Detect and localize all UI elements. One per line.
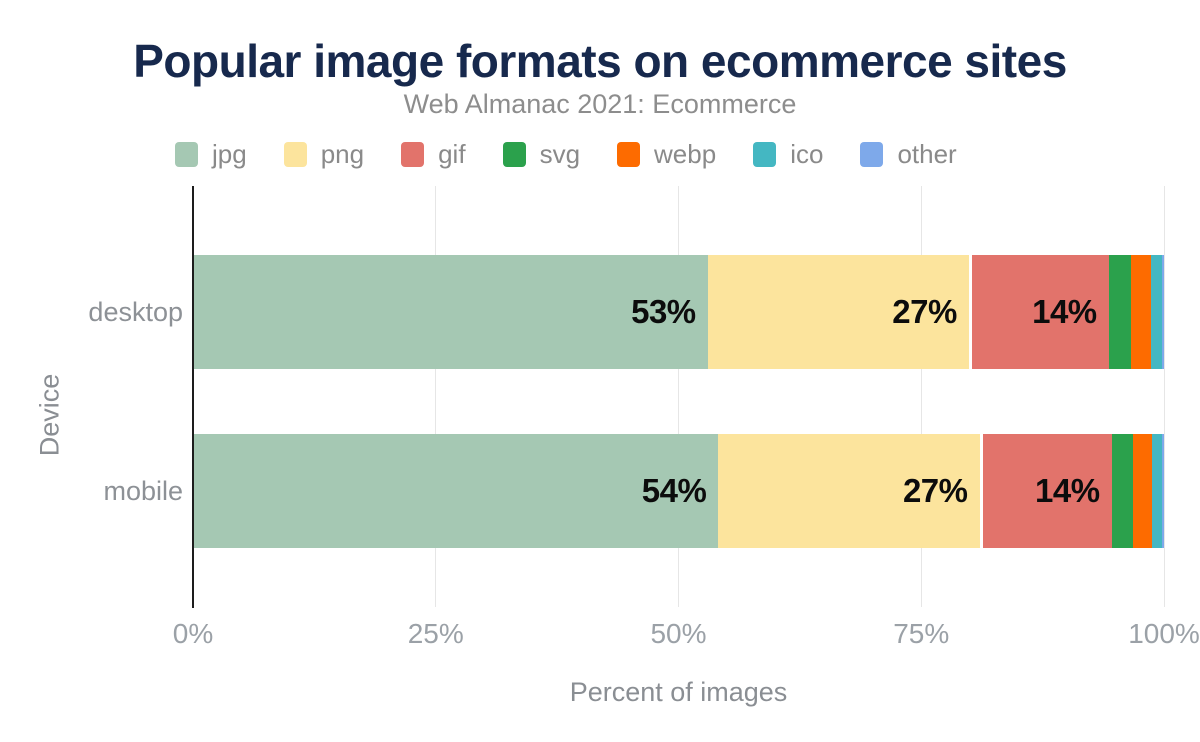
bar-segment-desktop-gif[interactable]: 14% — [968, 255, 1109, 369]
bar-segment-mobile-webp[interactable] — [1132, 434, 1153, 548]
legend-swatch-ico — [753, 142, 777, 167]
legend-swatch-webp — [617, 142, 641, 167]
bar-segment-mobile-gif[interactable]: 14% — [979, 434, 1112, 548]
bar-segment-desktop-png[interactable]: 27% — [707, 255, 969, 369]
legend-item-gif[interactable]: gif — [401, 139, 466, 169]
legend: jpg png gif svg webp ico other — [175, 139, 957, 169]
bar-row-desktop: 53% 27% 14% — [194, 255, 1164, 369]
legend-item-other[interactable]: other — [860, 139, 957, 169]
legend-label-jpg: jpg — [212, 139, 247, 169]
bar-segment-mobile-other[interactable] — [1162, 434, 1164, 548]
legend-label-gif: gif — [438, 139, 466, 169]
bar-value-label-desktop-gif: 14% — [1032, 293, 1097, 330]
category-label-desktop: desktop — [88, 297, 183, 327]
x-axis-title: Percent of images — [569, 677, 788, 707]
bar-segment-mobile-jpg[interactable]: 54% — [194, 434, 719, 548]
bar-segment-mobile-svg[interactable] — [1111, 434, 1133, 548]
bar-segment-mobile-png[interactable]: 27% — [718, 434, 980, 548]
bar-segment-desktop-webp[interactable] — [1130, 255, 1152, 369]
legend-label-ico: ico — [790, 139, 824, 169]
bar-value-label-mobile-png: 27% — [902, 472, 968, 509]
x-tick-label-50%: 50% — [650, 618, 707, 649]
legend-label-webp: webp — [654, 139, 717, 169]
x-tick-label-0%: 0% — [172, 618, 214, 649]
bar-segment-desktop-jpg[interactable]: 53% — [194, 255, 708, 369]
legend-swatch-other — [860, 142, 884, 167]
bar-row-mobile: 54% 27% 14% — [194, 434, 1164, 548]
gridline-50% — [678, 186, 679, 607]
bar-segment-desktop-ico[interactable] — [1151, 255, 1163, 369]
bar-segment-mobile-ico[interactable] — [1152, 434, 1163, 548]
chart-title: Popular image formats on ecommerce sites — [133, 35, 1067, 87]
legend-swatch-png — [283, 142, 307, 167]
bar-value-label-mobile-gif: 14% — [1035, 472, 1100, 509]
bar-value-label-desktop-png: 27% — [892, 293, 957, 330]
gridline-100% — [1163, 186, 1165, 607]
x-tick-label-75%: 75% — [893, 618, 950, 649]
legend-item-svg[interactable]: svg — [502, 139, 581, 169]
bar-value-label-mobile-jpg: 54% — [641, 472, 707, 509]
legend-item-jpg[interactable]: jpg — [175, 139, 247, 169]
legend-swatch-gif — [401, 142, 425, 167]
bar-segment-desktop-other[interactable] — [1162, 255, 1164, 369]
chart-subtitle: Web Almanac 2021: Ecommerce — [403, 89, 797, 119]
legend-label-png: png — [320, 139, 365, 169]
legend-label-svg: svg — [539, 139, 581, 169]
bar-segment-desktop-svg[interactable] — [1108, 255, 1131, 369]
y-axis-line — [191, 186, 194, 608]
legend-item-png[interactable]: png — [283, 139, 365, 169]
x-tick-label-100%: 100% — [1128, 618, 1200, 649]
bar-value-label-desktop-jpg: 53% — [631, 293, 696, 330]
x-tick-label-25%: 25% — [407, 618, 464, 649]
y-axis-title: Device — [34, 373, 65, 457]
legend-label-other: other — [897, 139, 957, 169]
legend-item-ico[interactable]: ico — [753, 139, 824, 169]
category-label-mobile: mobile — [103, 476, 183, 506]
legend-swatch-svg — [502, 142, 526, 167]
legend-swatch-jpg — [175, 142, 198, 167]
gridline-75% — [920, 186, 922, 607]
legend-item-webp[interactable]: webp — [617, 139, 717, 169]
gridline-25% — [435, 186, 437, 607]
